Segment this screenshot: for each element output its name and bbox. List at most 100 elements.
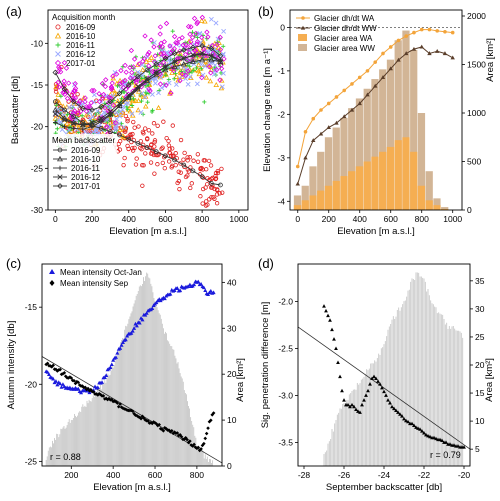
sep-point (179, 434, 184, 439)
panel-b-ytick-label: -2 (277, 109, 285, 119)
scatter-point-2016-09 (132, 125, 137, 130)
panel-b-xtick-label: 400 (353, 214, 367, 224)
scatter-point-2016-10 (115, 98, 121, 104)
panel-b-xtick-label: 600 (384, 214, 398, 224)
scatter-point-2017-01 (187, 31, 193, 37)
area-wa-bar (324, 185, 333, 210)
scatter-point-2016-10 (83, 112, 90, 118)
oct-jan-point (137, 320, 142, 325)
panel-c-ytick-label: -20 (25, 379, 38, 389)
sep-point (77, 383, 82, 387)
scatter-point-2016-09 (130, 146, 135, 151)
scatter-point-2016-11 (221, 44, 226, 49)
penetration-point (346, 402, 350, 407)
penetration-point (398, 412, 402, 416)
scatter-point-2017-01 (179, 34, 185, 41)
legend-entry: Mean intensity Oct-Jan (60, 268, 142, 277)
scatter-point-2016-12 (121, 124, 127, 130)
area-wa-bar (309, 195, 317, 210)
scatter-point-2016-09 (213, 176, 219, 181)
scatter-point-2017-01 (64, 95, 71, 102)
penetration-point (334, 346, 338, 350)
penetration-point (364, 393, 368, 397)
scatter-point-2016-11 (58, 94, 64, 99)
area-wa-bar (371, 156, 379, 210)
panel-c-y2tick-label: 20 (227, 369, 237, 379)
panel-c-y2label: Area [km²] (235, 358, 246, 402)
scatter-point-2017-01 (156, 43, 163, 50)
scatter-point-2017-01 (199, 74, 205, 81)
oct-jan-point (178, 288, 183, 293)
legend2-marker-2016-11 (57, 165, 63, 171)
panel-a-ytick-label: -10 (31, 38, 44, 48)
scatter-point-2017-01 (127, 64, 133, 71)
mean-marker-2016-12 (171, 59, 178, 65)
penetration-point (386, 398, 390, 402)
scatter-point-2017-01 (109, 80, 115, 86)
scatter-point-2016-11 (131, 96, 136, 101)
penetration-point (360, 402, 364, 407)
scatter-point-2016-11 (202, 99, 207, 105)
mean-marker-2016-11 (108, 112, 113, 118)
sep-point (156, 423, 160, 428)
scatter-point-2016-10 (195, 62, 202, 68)
scatter-point-2016-12 (215, 36, 221, 42)
scatter-point-2016-09 (181, 157, 186, 162)
scatter-point-2016-10 (207, 78, 214, 84)
dhdt-wa-point (311, 116, 316, 121)
scatter-point-2016-09 (171, 153, 176, 158)
scatter-point-2017-01 (206, 63, 212, 70)
sep-point (199, 447, 203, 451)
sep-point (72, 378, 76, 383)
scatter-point-2017-01 (61, 60, 68, 66)
scatter-point-2016-09 (122, 155, 127, 161)
mean-marker-2016-12 (89, 119, 95, 126)
scatter-point-2017-01 (65, 80, 72, 86)
scatter-point-2016-11 (55, 126, 60, 131)
legend2-marker-2017-01 (57, 183, 63, 189)
scatter-point-2016-12 (66, 105, 72, 110)
scatter-point-2016-12 (149, 92, 155, 97)
legend-marker-2017-01 (54, 59, 62, 67)
scatter-point-2017-01 (69, 114, 75, 121)
scatter-point-2017-01 (194, 41, 200, 47)
mean-marker-2017-01 (144, 67, 150, 73)
scatter-point-2017-01 (108, 84, 115, 90)
sep-point (140, 414, 145, 419)
scatter-point-2016-10 (142, 103, 149, 109)
penetration-point (392, 406, 396, 411)
scatter-point-2016-11 (190, 30, 195, 35)
mean-marker-2016-12 (61, 117, 68, 123)
sep-point (176, 433, 181, 438)
scatter-point-2016-10 (162, 71, 168, 77)
sep-point (45, 361, 50, 366)
scatter-point-2016-10 (55, 91, 62, 97)
panel-b-y2tick-label: 500 (467, 157, 481, 167)
scatter-point-2017-01 (199, 34, 205, 41)
scatter-point-2016-09 (201, 158, 207, 163)
scatter-point-2016-09 (159, 146, 164, 152)
scatter-point-2016-09 (162, 166, 167, 171)
panel-c-y2tick-label: 0 (227, 461, 232, 471)
mean-marker-2017-01 (116, 90, 123, 97)
scatter-point-2016-12 (116, 121, 122, 126)
sep-point (104, 396, 108, 401)
scatter-point-2016-09 (151, 121, 157, 126)
legend-entry: 2016-10 (66, 32, 96, 41)
oct-jan-point (109, 362, 114, 367)
scatter-point-2016-09 (121, 163, 126, 168)
scatter-point-2017-01 (110, 102, 117, 108)
scatter-point-2017-01 (146, 49, 152, 56)
panel-b-xtick-label: 0 (295, 214, 300, 224)
panel-b-xtick-label: 1000 (443, 214, 462, 224)
scatter-point-2016-09 (150, 131, 155, 136)
penetration-point (326, 313, 330, 318)
mean-marker-2016-12 (190, 52, 196, 58)
scatter-point-2016-09 (205, 182, 210, 187)
scatter-point-2017-01 (199, 14, 205, 21)
area-ww-bar (348, 108, 356, 210)
panel-b-y2tick-label: 2000 (467, 11, 486, 21)
penetration-point (410, 421, 414, 426)
panel-c-y2tick-label: 30 (227, 323, 237, 333)
panel-label-b: (b) (258, 4, 274, 19)
